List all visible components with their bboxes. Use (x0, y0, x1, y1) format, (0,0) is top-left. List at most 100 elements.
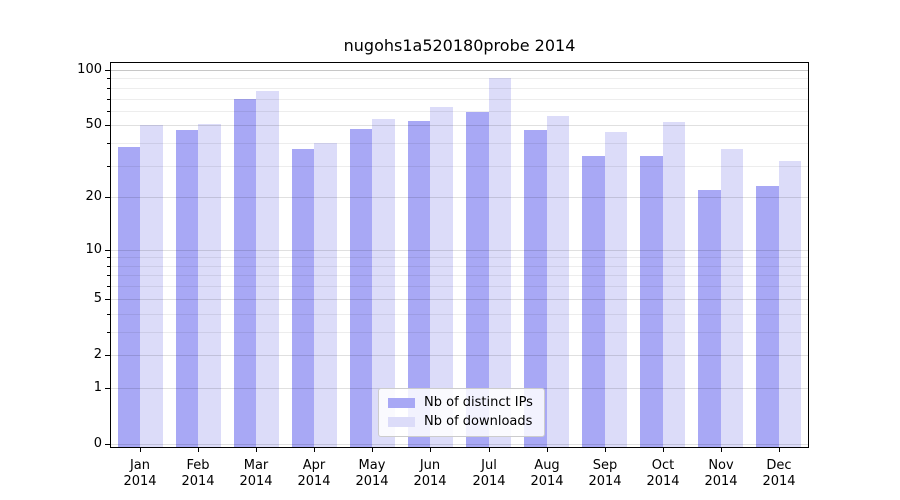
y-minor-tick-60 (107, 111, 110, 112)
x-tick-label-may: May 2014 (355, 458, 389, 489)
gridline-minor-3 (111, 332, 808, 333)
gridline-major-20 (111, 197, 808, 198)
gridline-major-0 (111, 444, 808, 445)
gridline-minor-90 (111, 78, 808, 79)
bar-nb-of-distinct-ips-nov (698, 189, 721, 447)
bar-nb-of-distinct-ips-aug (524, 130, 547, 447)
y-minor-tick-7 (107, 275, 110, 276)
x-tick-label-mar: Mar 2014 (239, 458, 273, 489)
bar-nb-of-downloads-aug (546, 116, 570, 447)
bar-nb-of-downloads-dec (778, 160, 802, 447)
bar-nb-of-distinct-ips-apr (291, 149, 315, 447)
y-tick-label-2: 2 (93, 347, 102, 362)
y-tick-label-20: 20 (85, 189, 102, 204)
plot-area (110, 62, 809, 448)
gridline-minor-4 (111, 314, 808, 315)
y-minor-tick-80 (107, 88, 110, 89)
y-minor-tick-30 (107, 166, 110, 167)
bar-nb-of-downloads-jul (488, 77, 512, 447)
y-minor-tick-70 (107, 99, 110, 100)
y-tick-label-0: 0 (93, 436, 102, 451)
gridline-major-2 (111, 355, 808, 356)
x-tick-jan (140, 448, 141, 452)
gridline-major-5 (111, 299, 808, 300)
legend-swatch-nb-of-downloads (388, 417, 415, 427)
y-tick-50 (105, 125, 110, 126)
gridline-minor-30 (111, 166, 808, 167)
legend: Nb of distinct IPs Nb of downloads (378, 388, 545, 437)
x-tick-may (372, 448, 373, 452)
gridline-minor-6 (111, 286, 808, 287)
y-tick-20 (105, 197, 110, 198)
bar-nb-of-downloads-jan (140, 125, 163, 447)
x-tick-dec (779, 448, 780, 452)
bar-nb-of-distinct-ips-oct (640, 155, 663, 447)
y-tick-label-100: 100 (77, 62, 102, 77)
bar-nb-of-distinct-ips-may (349, 128, 373, 447)
x-tick-label-jul: Jul 2014 (472, 458, 506, 489)
bar-nb-of-distinct-ips-jul (466, 112, 489, 447)
y-minor-tick-6 (107, 286, 110, 287)
y-minor-tick-9 (107, 257, 110, 258)
y-minor-tick-3 (107, 332, 110, 333)
x-tick-label-nov: Nov 2014 (704, 458, 738, 489)
gridline-minor-60 (111, 111, 808, 112)
x-tick-aug (547, 448, 548, 452)
gridline-major-10 (111, 250, 808, 251)
x-tick-label-sep: Sep 2014 (588, 458, 622, 489)
y-tick-label-5: 5 (93, 291, 102, 306)
bar-nb-of-downloads-feb (198, 123, 221, 447)
y-minor-tick-4 (107, 314, 110, 315)
x-tick-oct (663, 448, 664, 452)
gridline-minor-80 (111, 88, 808, 89)
y-tick-0 (105, 444, 110, 445)
y-minor-tick-90 (107, 78, 110, 79)
bar-nb-of-downloads-nov (720, 149, 744, 447)
x-tick-label-apr: Apr 2014 (297, 458, 331, 489)
bar-nb-of-distinct-ips-sep (582, 155, 605, 447)
x-tick-label-dec: Dec 2014 (762, 458, 796, 489)
y-minor-tick-40 (107, 143, 110, 144)
gridline-minor-70 (111, 99, 808, 100)
y-tick-2 (105, 355, 110, 356)
y-minor-tick-8 (107, 266, 110, 267)
gridline-minor-40 (111, 143, 808, 144)
legend-label-nb-of-downloads: Nb of downloads (424, 414, 533, 429)
bar-nb-of-downloads-apr (314, 143, 337, 447)
x-tick-sep (605, 448, 606, 452)
x-tick-apr (314, 448, 315, 452)
gridline-minor-9 (111, 257, 808, 258)
x-tick-label-aug: Aug 2014 (530, 458, 564, 489)
legend-swatch-nb-of-distinct-ips (388, 398, 415, 408)
y-tick-label-10: 10 (85, 242, 102, 257)
x-tick-label-jun: Jun 2014 (413, 458, 447, 489)
x-tick-feb (198, 448, 199, 452)
bar-nb-of-distinct-ips-jan (117, 147, 141, 447)
y-tick-label-50: 50 (85, 117, 102, 132)
bar-nb-of-downloads-sep (604, 131, 628, 447)
bar-nb-of-distinct-ips-jun (407, 120, 431, 447)
y-tick-1 (105, 388, 110, 389)
x-tick-label-feb: Feb 2014 (181, 458, 215, 489)
bar-nb-of-distinct-ips-mar (233, 98, 257, 447)
legend-item-nb-of-distinct-ips: Nb of distinct IPs (388, 396, 535, 410)
x-tick-label-oct: Oct 2014 (646, 458, 680, 489)
x-tick-jun (430, 448, 431, 452)
bar-nb-of-downloads-jun (430, 106, 453, 447)
legend-item-nb-of-downloads: Nb of downloads (388, 415, 535, 429)
gridline-minor-8 (111, 266, 808, 267)
x-tick-label-jan: Jan 2014 (123, 458, 157, 489)
bar-nb-of-distinct-ips-feb (175, 130, 199, 447)
gridline-minor-7 (111, 275, 808, 276)
y-tick-10 (105, 250, 110, 251)
x-tick-nov (721, 448, 722, 452)
y-tick-100 (105, 70, 110, 71)
x-tick-mar (256, 448, 257, 452)
legend-label-nb-of-distinct-ips: Nb of distinct IPs (424, 395, 533, 410)
bar-nb-of-downloads-oct (662, 122, 686, 447)
gridline-major-100 (111, 70, 808, 71)
bar-nb-of-downloads-mar (256, 90, 279, 447)
chart-title: nugohs1a520180probe 2014 (343, 36, 576, 55)
gridline-major-50 (111, 125, 808, 126)
